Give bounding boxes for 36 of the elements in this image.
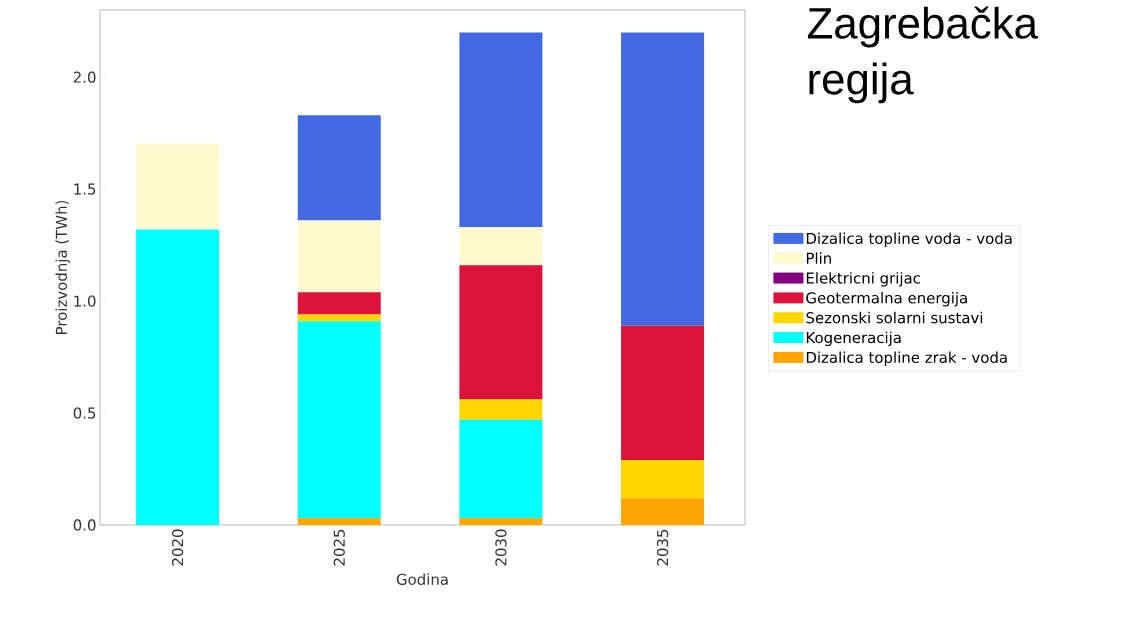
y-tick-label: 0.5 <box>73 407 96 419</box>
bar <box>459 227 543 266</box>
x-tick-label: 2030 <box>495 529 507 566</box>
x-tick-label: 2025 <box>333 529 345 566</box>
bar <box>297 518 381 525</box>
y-tick-label: 1.0 <box>74 295 96 307</box>
y-axis-title: Proizvodnja (TWh) <box>55 200 70 334</box>
x-tick-label: 2020 <box>171 529 184 566</box>
y-tick-label: 1.5 <box>74 183 96 195</box>
bar <box>459 518 543 525</box>
bar <box>459 32 543 228</box>
bar <box>136 229 220 525</box>
bar <box>621 32 705 326</box>
legend-label: Elektricni grijac <box>806 272 920 287</box>
x-axis-title: Godina <box>396 573 448 585</box>
bar <box>459 265 543 400</box>
bar <box>136 144 220 230</box>
bar <box>621 460 705 499</box>
bar <box>459 419 543 519</box>
bar <box>459 399 543 420</box>
bar <box>297 220 381 293</box>
bar <box>297 115 381 221</box>
text: Zagrebačka regija <box>807 6 1038 104</box>
bar <box>297 292 381 315</box>
x-tick-label: 2035 <box>656 529 669 566</box>
legend-label: Geotermalna energija <box>806 291 967 307</box>
legend-label: Plin <box>806 252 831 264</box>
legend-label: Dizalica topline voda - voda <box>806 232 1012 247</box>
y-tick-label: 2.0 <box>73 71 96 83</box>
bar <box>621 498 705 525</box>
legend-label: Dizalica topline zrak - voda <box>806 351 1007 366</box>
legend-label: Sezonski solarni sustavi <box>806 311 983 324</box>
legend-label: Kogeneracija <box>806 331 901 347</box>
bar <box>621 325 705 461</box>
y-tick-label: 0.0 <box>73 519 96 531</box>
bar <box>297 321 381 519</box>
